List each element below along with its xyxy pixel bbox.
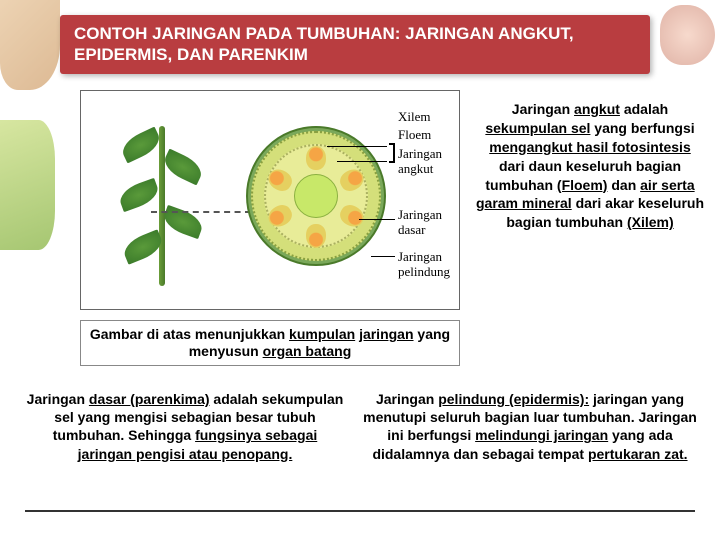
plant-drawing (101, 106, 221, 296)
label-dasar-1: Jaringan (398, 207, 442, 223)
label-angkut-1: Jaringan (398, 146, 442, 162)
stem-cross-section (246, 126, 386, 266)
label-pelindung-1: Jaringan (398, 249, 442, 265)
section-indicator-line (151, 211, 251, 213)
label-xilem: Xilem (398, 109, 431, 125)
label-dasar-2: dasar (398, 222, 425, 238)
plant-figure: Xilem Floem Jaringan angkut Jaringan das… (80, 90, 460, 310)
divider-line (25, 510, 695, 512)
label-pelindung-2: pelindung (398, 264, 450, 280)
corner-photo-top-left (0, 0, 60, 90)
slide-title: CONTOH JARINGAN PADA TUMBUHAN: JARINGAN … (60, 15, 650, 74)
bracket-icon (389, 143, 395, 163)
text-jaringan-pelindung: Jaringan pelindung (epidermis): jaringan… (355, 390, 705, 463)
label-angkut-2: angkut (398, 161, 433, 177)
side-photo-left (0, 120, 55, 250)
figure-caption: Gambar di atas menunjukkan kumpulan jari… (80, 320, 460, 366)
label-floem: Floem (398, 127, 431, 143)
text-jaringan-dasar: Jaringan dasar (parenkima) adalah sekump… (25, 390, 345, 463)
corner-photo-top-right (660, 5, 715, 65)
text-jaringan-angkut: Jaringan angkut adalah sekumpulan sel ya… (475, 100, 705, 232)
